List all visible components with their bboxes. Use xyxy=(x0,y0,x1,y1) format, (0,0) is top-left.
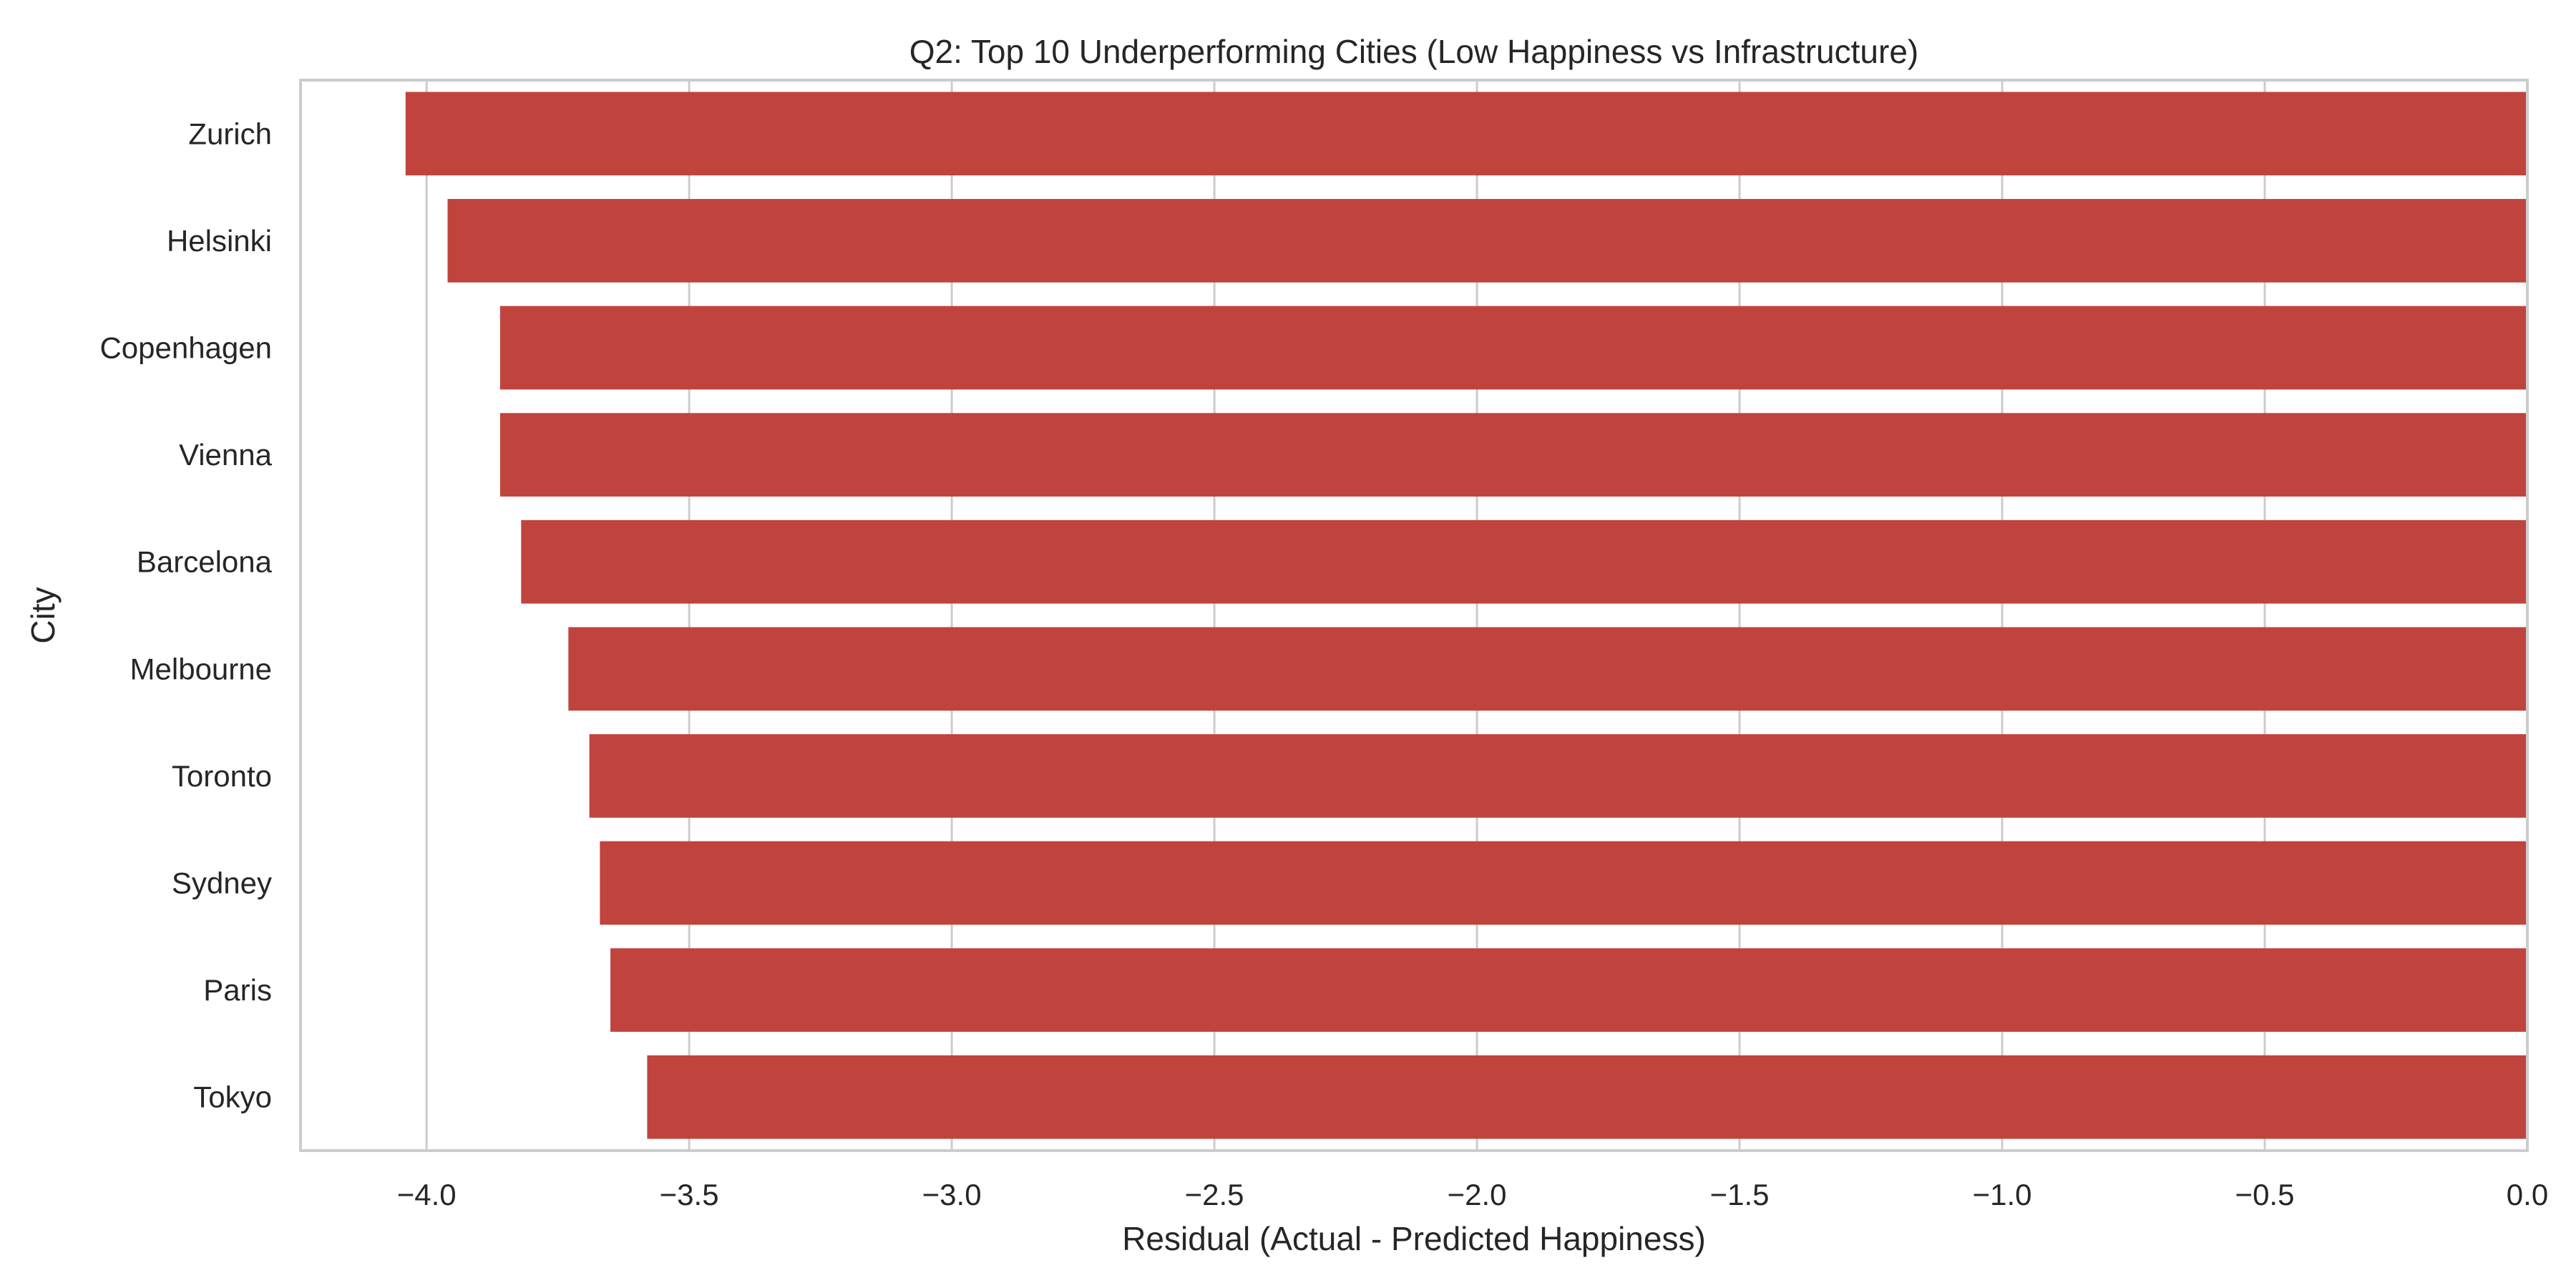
y-tick-label-barcelona: Barcelona xyxy=(137,545,273,579)
y-axis-label: City xyxy=(24,587,62,643)
x-axis-ticks: −4.0 −3.5 −3.0 −2.5 −2.0 −1.5 −1.0 −0.5 0.0 xyxy=(397,1178,2549,1211)
x-tick-label: −4.0 xyxy=(397,1178,457,1211)
bar-copenhagen xyxy=(499,306,2527,390)
chart-title: Q2: Top 10 Underperforming Cities (Low H… xyxy=(909,33,1918,70)
x-tick-label: −3.5 xyxy=(660,1178,719,1211)
bar-tokyo xyxy=(647,1055,2528,1139)
bar-melbourne xyxy=(568,627,2527,711)
bar-barcelona xyxy=(521,519,2527,604)
y-axis-ticks: Zurich Helsinki Copenhagen Vienna Barcelona M… xyxy=(99,117,272,1113)
x-tick-label: −3.0 xyxy=(922,1178,982,1211)
x-tick-label: −0.5 xyxy=(2235,1178,2295,1211)
x-tick-label: 0.0 xyxy=(2507,1178,2548,1211)
x-tick-label: −1.5 xyxy=(1710,1178,1770,1211)
y-tick-label-vienna: Vienna xyxy=(179,438,273,472)
x-tick-label: −2.0 xyxy=(1448,1178,1507,1211)
y-tick-label-sydney: Sydney xyxy=(172,867,272,900)
bars xyxy=(405,92,2528,1139)
bar-helsinki xyxy=(447,199,2527,283)
bar-toronto xyxy=(589,734,2528,818)
bar-vienna xyxy=(499,413,2527,497)
bar-zurich xyxy=(405,92,2527,176)
y-tick-label-toronto: Toronto xyxy=(172,759,272,793)
y-tick-label-melbourne: Melbourne xyxy=(130,652,272,686)
bar-paris xyxy=(610,948,2528,1032)
bar-sydney xyxy=(600,841,2528,925)
plot-frame xyxy=(299,79,2529,1152)
y-tick-label-tokyo: Tokyo xyxy=(193,1080,272,1114)
y-tick-label-paris: Paris xyxy=(203,973,272,1007)
y-tick-label-zurich: Zurich xyxy=(188,117,272,150)
y-tick-label-copenhagen: Copenhagen xyxy=(99,331,272,365)
x-tick-label: −1.0 xyxy=(1973,1178,2032,1211)
x-tick-label: −2.5 xyxy=(1185,1178,1244,1211)
y-tick-label-helsinki: Helsinki xyxy=(167,224,272,258)
x-axis-label: Residual (Actual - Predicted Happiness) xyxy=(1122,1220,1706,1257)
